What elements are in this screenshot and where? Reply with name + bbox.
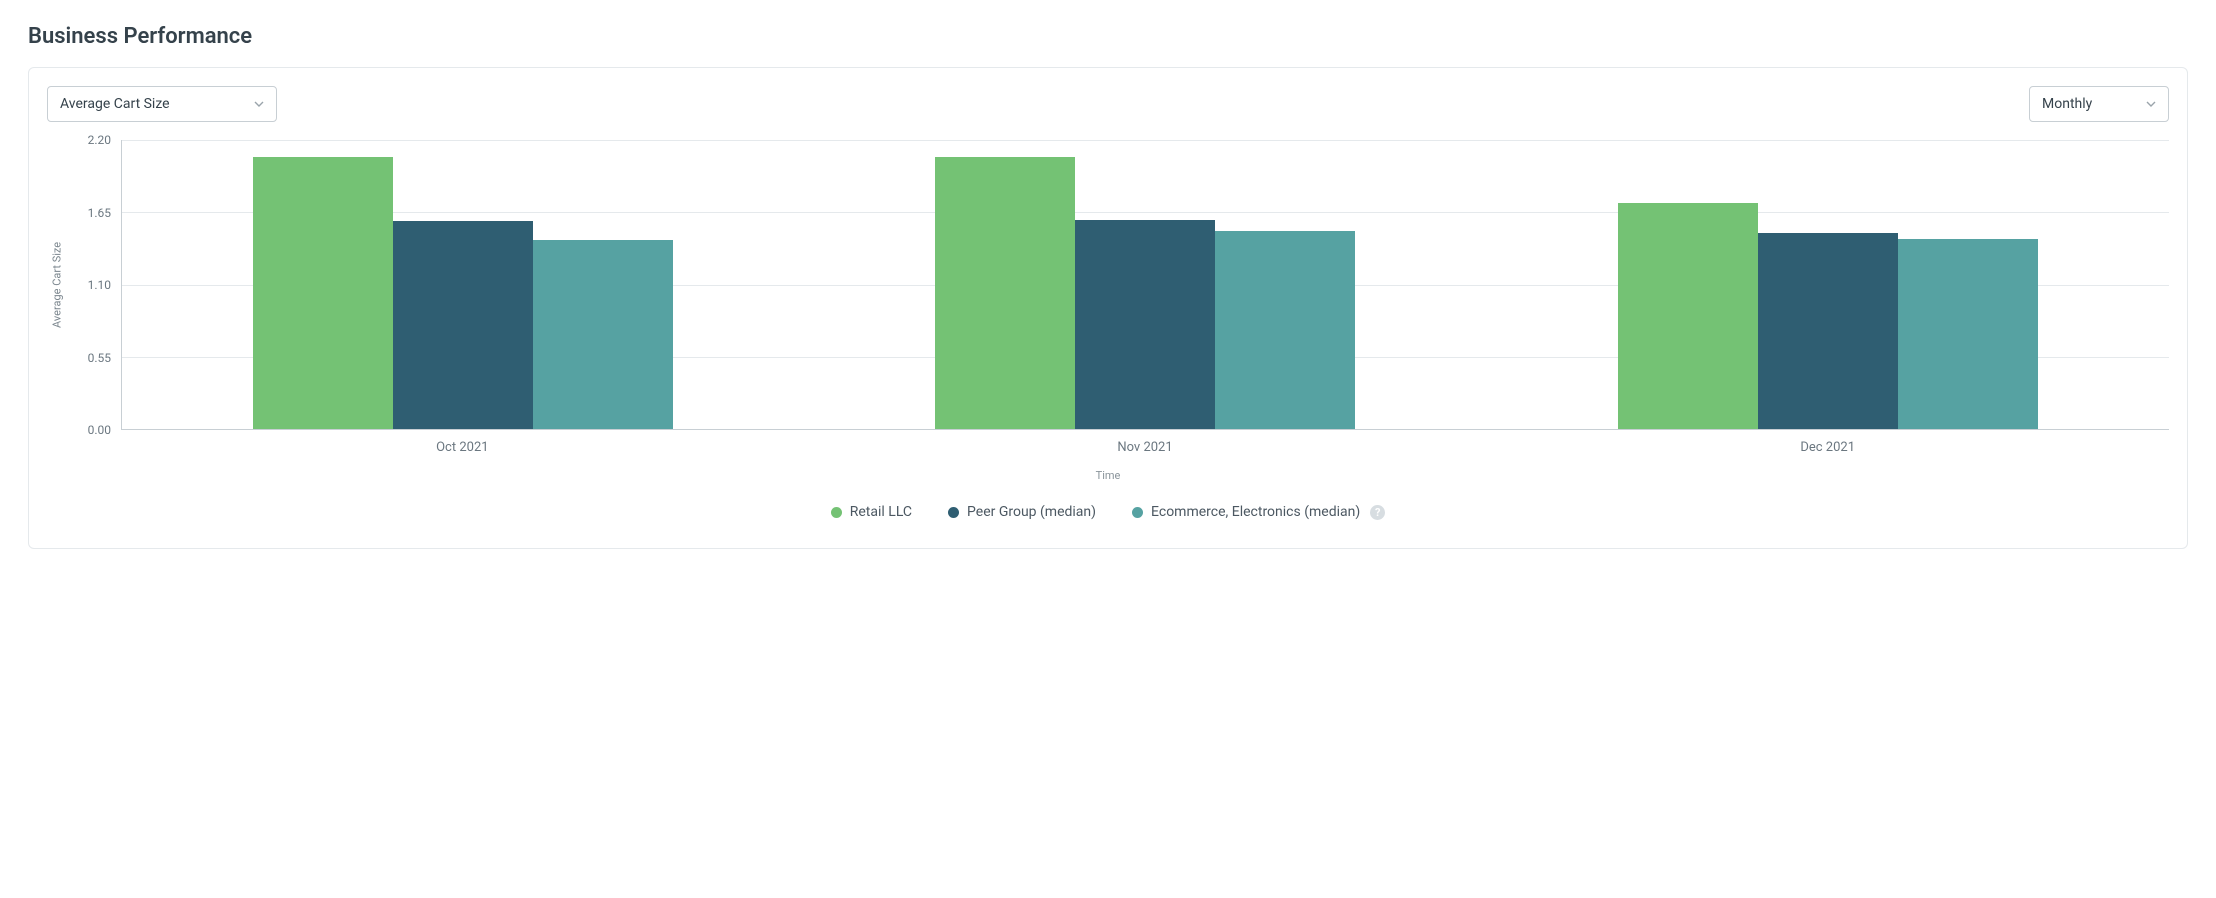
bar-peer[interactable] (1758, 233, 1898, 429)
plot-area (121, 140, 2169, 430)
legend-item-ecommerce[interactable]: Ecommerce, Electronics (median)? (1132, 504, 1385, 520)
help-icon[interactable]: ? (1370, 505, 1385, 520)
bar-group (1487, 140, 2169, 429)
x-tick: Dec 2021 (1486, 430, 2169, 455)
card-header: Average Cart Size Monthly (47, 86, 2169, 122)
chevron-down-icon (254, 101, 264, 107)
bar-group (804, 140, 1486, 429)
y-axis-title: Average Cart Size (47, 140, 67, 430)
legend: Retail LLC Peer Group (median) Ecommerce, … (47, 504, 2169, 520)
bar-retail[interactable] (253, 157, 393, 429)
bar-ecommerce[interactable] (1898, 239, 2038, 429)
chevron-down-icon (2146, 101, 2156, 107)
metric-select-value: Average Cart Size (60, 96, 170, 112)
x-axis: Oct 2021Nov 2021Dec 2021 (121, 430, 2169, 455)
bar-ecommerce[interactable] (533, 240, 673, 429)
legend-swatch (831, 507, 842, 518)
bar-ecommerce[interactable] (1215, 231, 1355, 429)
interval-select-value: Monthly (2042, 96, 2092, 112)
bar-group (122, 140, 804, 429)
metric-select[interactable]: Average Cart Size (47, 86, 277, 122)
legend-item-retail[interactable]: Retail LLC (831, 504, 912, 520)
bar-retail[interactable] (1618, 203, 1758, 429)
x-tick: Oct 2021 (121, 430, 804, 455)
y-axis-ticks: 0.000.551.101.652.20 (67, 140, 121, 430)
page-title: Business Performance (28, 24, 2188, 49)
legend-label: Ecommerce, Electronics (median) (1151, 504, 1360, 520)
interval-select[interactable]: Monthly (2029, 86, 2169, 122)
bar-peer[interactable] (393, 221, 533, 429)
legend-label: Retail LLC (850, 504, 912, 520)
legend-label: Peer Group (median) (967, 504, 1096, 520)
bar-peer[interactable] (1075, 220, 1215, 429)
legend-swatch (1132, 507, 1143, 518)
bar-retail[interactable] (935, 157, 1075, 429)
legend-item-peer[interactable]: Peer Group (median) (948, 504, 1096, 520)
bar-chart: Average Cart Size 0.000.551.101.652.20 O… (47, 140, 2169, 520)
bars-layer (122, 140, 2169, 429)
x-tick: Nov 2021 (804, 430, 1487, 455)
x-axis-title: Time (47, 469, 2169, 482)
chart-card: Average Cart Size Monthly Average (28, 67, 2188, 549)
legend-swatch (948, 507, 959, 518)
